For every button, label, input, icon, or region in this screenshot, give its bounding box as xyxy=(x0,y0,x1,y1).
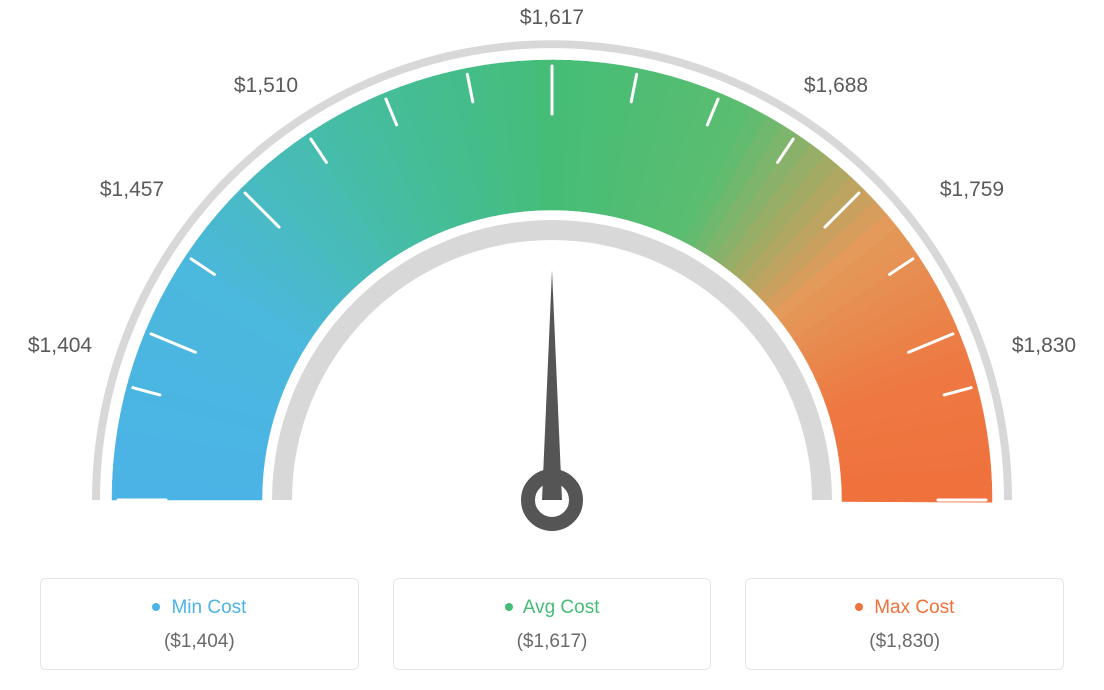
dot-icon xyxy=(855,603,863,611)
legend-value-min: ($1,404) xyxy=(51,631,348,653)
gauge-tick-label: $1,617 xyxy=(520,6,584,30)
legend-value-max: ($1,830) xyxy=(756,631,1053,653)
gauge-tick-label: $1,830 xyxy=(1012,334,1076,358)
legend-title-text: Avg Cost xyxy=(523,597,600,618)
legend-row: Min Cost ($1,404) Avg Cost ($1,617) Max … xyxy=(0,578,1104,670)
gauge-tick-label: $1,457 xyxy=(100,178,164,202)
legend-card-avg: Avg Cost ($1,617) xyxy=(393,578,712,670)
legend-title-avg: Avg Cost xyxy=(404,597,701,619)
legend-title-text: Min Cost xyxy=(171,597,246,618)
gauge-tick-label: $1,688 xyxy=(804,74,868,98)
gauge-chart: $1,404 $1,457 $1,510 $1,617 $1,688 $1,759 $1,8… xyxy=(0,0,1104,560)
gauge-svg xyxy=(0,0,1104,560)
dot-icon xyxy=(152,603,160,611)
legend-title-max: Max Cost xyxy=(756,597,1053,619)
legend-card-max: Max Cost ($1,830) xyxy=(745,578,1064,670)
dot-icon xyxy=(505,603,513,611)
gauge-tick-label: $1,510 xyxy=(234,74,298,98)
legend-title-text: Max Cost xyxy=(874,597,954,618)
legend-value-avg: ($1,617) xyxy=(404,631,701,653)
gauge-tick-label: $1,759 xyxy=(940,178,1004,202)
legend-title-min: Min Cost xyxy=(51,597,348,619)
legend-card-min: Min Cost ($1,404) xyxy=(40,578,359,670)
gauge-tick-label: $1,404 xyxy=(28,334,92,358)
